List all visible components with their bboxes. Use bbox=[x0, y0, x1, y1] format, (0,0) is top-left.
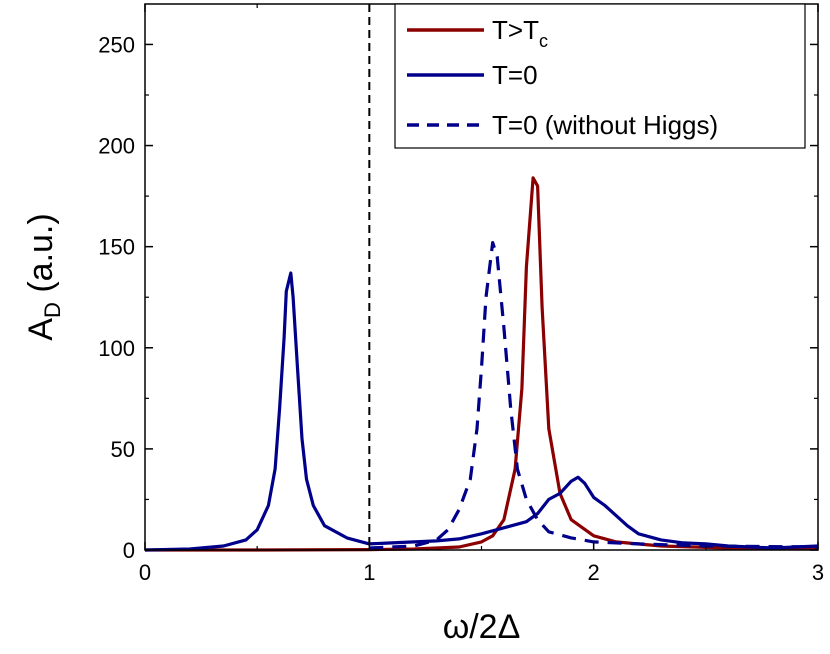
legend-label-t-gt-tc: T>Tc bbox=[492, 15, 548, 51]
legend-label-t0: T=0 bbox=[492, 60, 538, 90]
y-axis-title-rest: (a.u.) bbox=[22, 213, 60, 302]
x-axis-title: ω/2Δ bbox=[443, 608, 521, 646]
series-line-1 bbox=[144, 271, 819, 552]
legend-label-t0-without-higgs: T=0 (without Higgs) bbox=[492, 110, 718, 140]
y-axis-title-subscript: D bbox=[40, 302, 65, 318]
ticks-layer: 0 1 2 3 0 50 100 150 200 250 bbox=[98, 4, 824, 585]
y-axis-title-main: A bbox=[22, 318, 60, 341]
y-tick-label-4: 200 bbox=[98, 134, 135, 159]
series-line-0 bbox=[145, 176, 819, 552]
x-tick-label-3: 3 bbox=[812, 560, 824, 585]
x-tick-label-2: 2 bbox=[588, 560, 600, 585]
x-tick-label-0: 0 bbox=[139, 560, 151, 585]
y-tick-label-0: 0 bbox=[123, 538, 135, 563]
legend-label-t-gt-tc-main: T>T bbox=[492, 15, 539, 45]
y-axis-title: AD (a.u.) bbox=[22, 213, 65, 340]
y-tick-label-5: 250 bbox=[98, 32, 135, 57]
series-layer bbox=[144, 176, 819, 552]
series-line-2 bbox=[369, 241, 819, 550]
y-tick-label-2: 100 bbox=[98, 336, 135, 361]
legend-label-t-gt-tc-subscript: c bbox=[539, 31, 548, 51]
y-tick-label-1: 50 bbox=[111, 437, 135, 462]
x-tick-label-1: 1 bbox=[363, 560, 375, 585]
y-tick-label-3: 150 bbox=[98, 235, 135, 260]
legend: T>Tc T=0 T=0 (without Higgs) bbox=[394, 3, 806, 149]
